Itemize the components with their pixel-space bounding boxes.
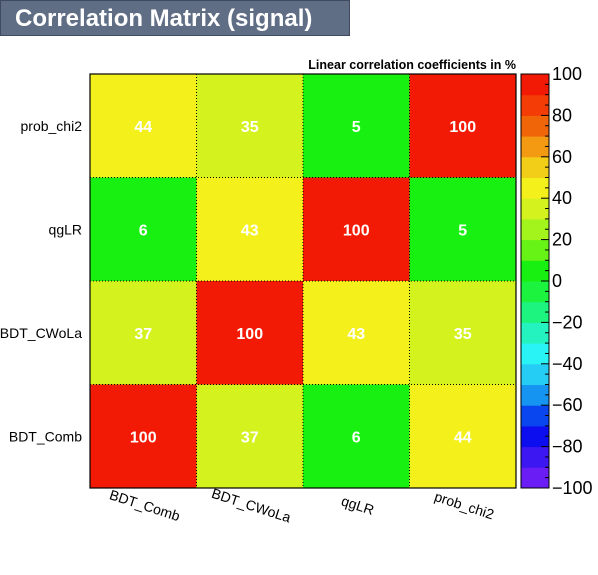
x-tick-label: qgLR [339,492,376,518]
chart-title: Correlation Matrix (signal) [0,0,350,36]
cell-value-label: 37 [134,326,152,343]
cell-value-label: 100 [449,119,476,136]
cell-value-label: 100 [236,326,263,343]
color-scale-segment [521,198,549,220]
color-scale-segment [521,322,549,344]
color-scale-ticks: 100 80 60 40 20 0 −20 −40 −60 −80 −100 [541,64,593,498]
heatmap-cell [303,177,410,281]
heatmap-cell [196,74,303,178]
chart-subtitle: Linear correlation coefficients in % [308,58,516,72]
heatmap-cell [196,384,303,488]
color-scale-segment [521,446,549,468]
heatmap-cell [303,384,410,488]
color-scale-tick-label: 60 [552,147,572,167]
color-scale-bar [520,73,550,489]
x-tick-label: prob_chi2 [433,488,497,522]
y-axis-labels: BDT_Comb BDT_CWoLa qgLR prob_chi2 [0,118,82,445]
color-scale-tick-label: −80 [552,437,583,457]
y-tick-label: BDT_CWoLa [0,325,82,341]
heatmap-cell [303,281,410,385]
cell-value-label: 6 [352,429,361,446]
color-scale-tick-label: −20 [552,312,583,332]
color-scale-segment [521,425,549,448]
color-scale-segment [521,405,549,427]
heatmap-cell [409,177,516,281]
color-scale-segment [521,115,549,137]
color-scale-tick-label: 100 [552,64,582,84]
color-scale-segment [521,384,549,406]
color-scale-segment [521,363,549,385]
plot-border [89,73,517,489]
x-tick-label: BDT_CWoLa [210,485,293,526]
heatmap-cell [409,384,516,488]
cell-value-label: 37 [241,429,259,446]
cell-value-label: 35 [241,119,259,136]
color-scale-segment [521,281,549,303]
heatmap-cell [90,177,197,281]
y-tick-label: qgLR [49,221,82,237]
heatmap-cell [303,74,410,178]
y-tick-label: BDT_Comb [9,428,82,444]
color-scale-segment [521,301,549,323]
heatmap-cell [196,281,303,385]
cell-value-label: 43 [241,222,259,239]
cell-value-label: 44 [454,429,472,446]
color-scale-segment [521,94,549,116]
color-scale-tick-label: 80 [552,105,572,125]
color-scale-segment [521,136,549,158]
cell-value-label: 5 [458,222,467,239]
color-scale-segment [521,343,549,365]
color-scale-segment [521,239,549,261]
color-scale-tick-label: 20 [552,230,572,250]
cell-value-label: 44 [134,119,152,136]
heatmap-cells [90,74,516,488]
x-axis-labels: BDT_Comb BDT_CWoLa qgLR prob_chi2 [108,485,497,526]
heatmap-cell [90,74,197,178]
heatmap-cell [196,177,303,281]
color-scale-tick-label: 0 [552,271,562,291]
color-scale-segment [521,74,549,96]
y-tick-label: prob_chi2 [21,118,83,134]
color-scale-tick-label: 40 [552,188,572,208]
color-scale-segment [521,467,549,489]
cell-value-label: 100 [343,222,370,239]
color-scale-segment [521,260,549,282]
heatmap-cell [409,74,516,178]
heatmap-cell-labels: 100 37 6 44 37 100 43 35 6 43 100 5 44 35 5 100 [130,119,476,447]
heatmap-cell [90,281,197,385]
color-scale-segment [521,218,549,241]
heatmap-cell [90,384,197,488]
cell-value-label: 100 [130,429,157,446]
color-scale-tick-label: −60 [552,395,583,415]
cell-value-label: 35 [454,326,472,343]
cell-value-label: 43 [347,326,365,343]
color-scale-segment [521,156,549,178]
color-scale-segment [521,177,549,199]
color-scale-tick-label: −100 [552,478,593,498]
color-scale-tick-label: −40 [552,354,583,374]
cell-value-label: 5 [352,119,361,136]
plot-frame [89,73,517,489]
x-tick-label: BDT_Comb [108,486,183,524]
heatmap-cell [409,281,516,385]
cell-value-label: 6 [139,222,148,239]
